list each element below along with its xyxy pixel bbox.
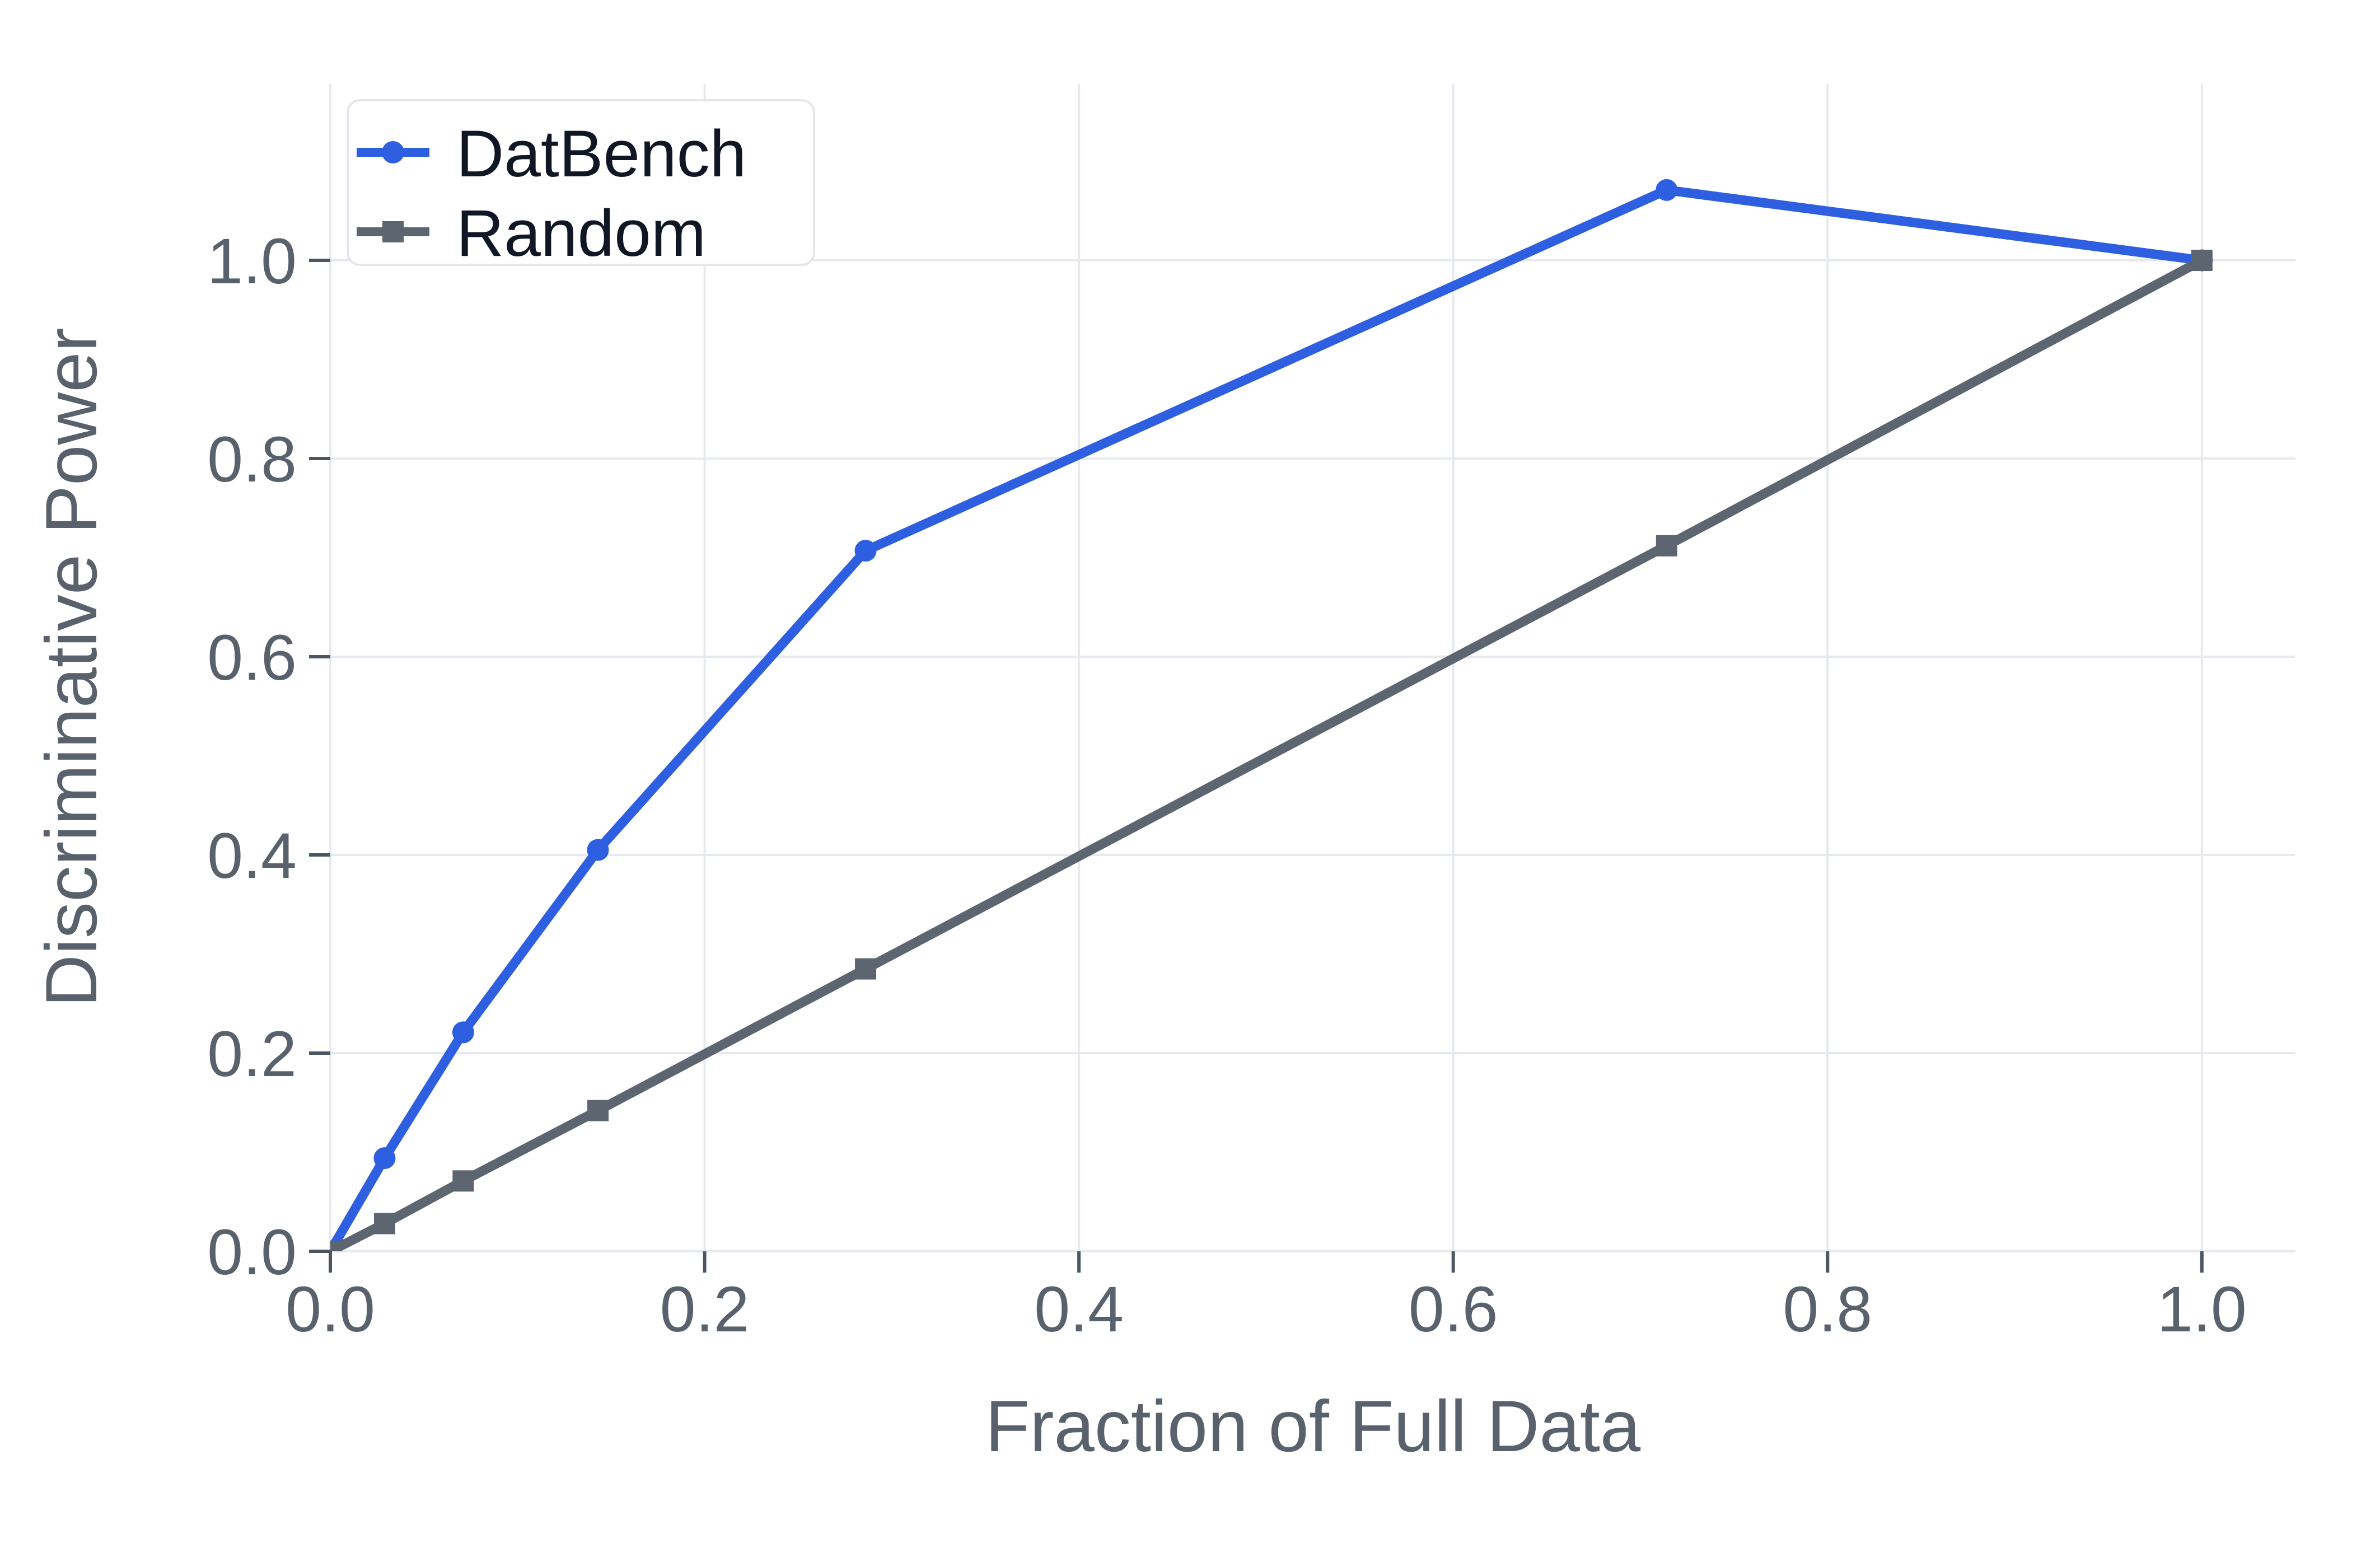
datbench-line	[330, 185, 2207, 1251]
y-tick-label: 0.2	[207, 1018, 297, 1090]
y-tick-label: 1.0	[207, 226, 297, 297]
random-marker	[855, 958, 877, 980]
legend-circle-marker-icon	[382, 141, 404, 163]
axis-ticks	[309, 259, 2204, 1273]
y-tick-label: 0.4	[207, 820, 297, 892]
y-tick-label: 0.6	[207, 622, 297, 694]
x-tick-label: 0.8	[1783, 1274, 1872, 1345]
random-marker	[330, 1241, 341, 1251]
datbench-marker	[854, 540, 877, 562]
y-tick-label: 0.8	[207, 424, 297, 495]
legend-label: DatBench	[456, 117, 746, 191]
legend-label: Random	[456, 197, 706, 270]
legend-square-marker-icon	[382, 221, 404, 242]
random-line	[330, 255, 2207, 1251]
random-marker	[2191, 250, 2213, 272]
y-axis-title: Discriminative Power	[30, 328, 112, 1007]
datbench-marker	[373, 1147, 396, 1170]
x-tick-label: 0.0	[286, 1274, 375, 1345]
legend-box	[347, 99, 815, 266]
x-axis-title: Fraction of Full Data	[985, 1385, 1641, 1467]
random-marker	[373, 1213, 395, 1235]
random-marker	[452, 1170, 474, 1192]
datbench-marker	[452, 1021, 474, 1044]
datbench-marker	[1656, 179, 1678, 201]
datbench-marker	[587, 839, 609, 861]
random-marker	[587, 1100, 609, 1121]
x-tick-label: 1.0	[2157, 1274, 2247, 1345]
x-tick-labels: 0.0 0.2 0.4 0.6 0.8 1.0	[286, 1274, 2247, 1345]
x-tick-label: 0.4	[1034, 1274, 1124, 1345]
x-tick-label: 0.6	[1409, 1274, 1498, 1345]
y-tick-label: 0.0	[207, 1217, 297, 1288]
x-tick-label: 0.2	[660, 1274, 750, 1345]
series-layer	[330, 179, 2213, 1251]
y-tick-labels: 0.0 0.2 0.4 0.6 0.8 1.0	[207, 226, 297, 1288]
random-marker	[1656, 535, 1677, 557]
